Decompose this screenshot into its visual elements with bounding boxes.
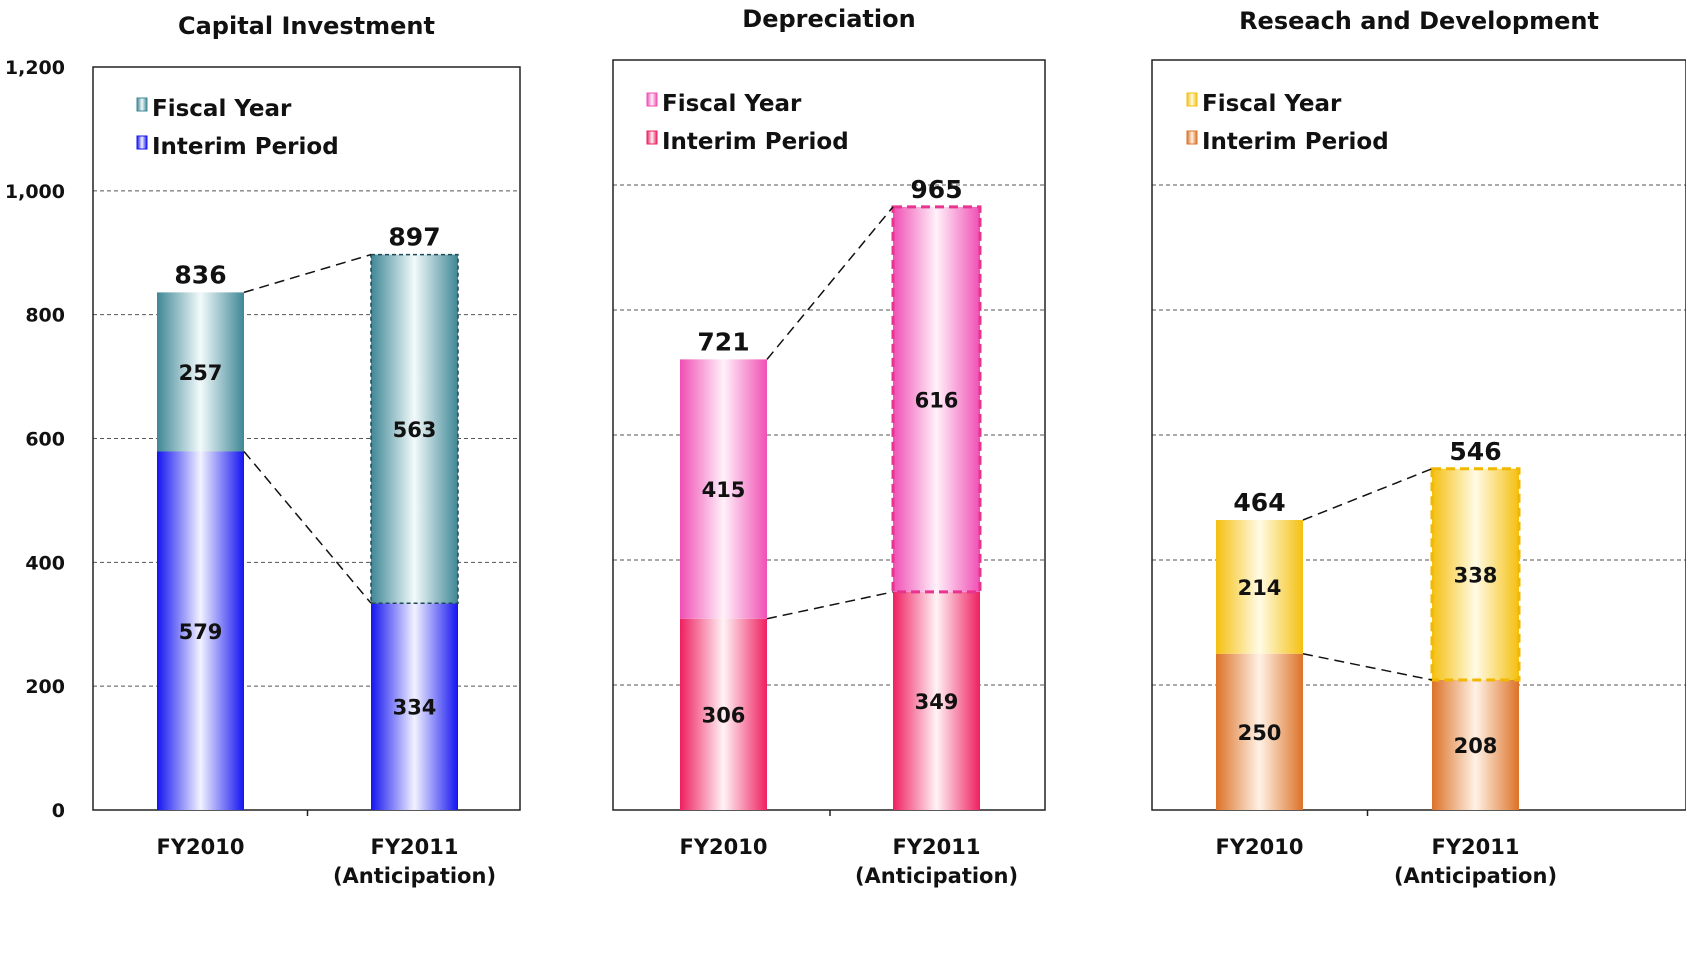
legend-swatch <box>1186 92 1198 107</box>
connector-line-interim <box>766 591 894 620</box>
legend-label: Fiscal Year <box>662 91 802 117</box>
plot-area <box>92 66 521 811</box>
y-tick-label: 1,000 <box>5 181 65 203</box>
x-tick-sublabel: (Anticipation) <box>1394 864 1557 888</box>
y-tick-label: 200 <box>25 676 65 698</box>
data-label-fiscal-year: 338 <box>1454 563 1498 587</box>
chart-title: Reseach and Development <box>1239 7 1599 35</box>
connector-line-total <box>766 206 894 360</box>
legend-swatch <box>646 92 658 107</box>
y-tick-label: 400 <box>25 552 65 574</box>
legend-label: Interim Period <box>1202 129 1389 155</box>
chart-title: Capital Investment <box>178 12 435 40</box>
x-tick-sublabel: (Anticipation) <box>333 864 496 888</box>
x-tick-label: FY2010 <box>680 835 768 859</box>
x-tick-sublabel: (Anticipation) <box>855 864 1018 888</box>
x-tick-label: FY2010 <box>157 835 245 859</box>
x-tick-label: FY2010 <box>1216 835 1304 859</box>
bar-interim <box>680 618 767 810</box>
y-tick-label: 600 <box>25 429 65 451</box>
legend-label: Fiscal Year <box>1202 91 1342 117</box>
x-tick-label: FY2011 <box>893 835 981 859</box>
data-label-interim: 579 <box>179 620 223 644</box>
bar-fiscal-year <box>157 292 244 452</box>
bar-interim <box>893 591 980 810</box>
data-label-interim: 306 <box>702 703 746 727</box>
plot-area <box>612 59 1046 811</box>
chart-1: Capital Investment 0 200 400 600 800 1,000 1,20… <box>5 12 521 888</box>
data-label-interim: 208 <box>1454 734 1498 758</box>
bar-fiscal-year <box>1430 467 1521 682</box>
data-label-total: 464 <box>1233 488 1285 517</box>
data-label-interim: 334 <box>393 696 437 720</box>
legend-swatch <box>1186 130 1198 145</box>
bar-fiscal-year <box>680 359 767 619</box>
connector-line-total <box>1302 468 1433 521</box>
bar-interim <box>157 451 244 810</box>
plot-area <box>1151 59 1686 811</box>
data-label-fiscal-year: 214 <box>1238 576 1282 600</box>
connector-line-interim <box>1302 653 1433 681</box>
legend-label: Interim Period <box>662 129 849 155</box>
data-label-interim: 250 <box>1238 721 1282 745</box>
y-tick-label: 0 <box>52 800 65 822</box>
bar-interim <box>371 603 458 810</box>
chart-2: Depreciation 306 415 721 FY2010 349 616 965 FY20… <box>612 5 1046 888</box>
y-tick-label: 800 <box>25 305 65 327</box>
data-label-interim: 349 <box>915 690 959 714</box>
bar-fiscal-year <box>1216 520 1303 654</box>
bar-interim <box>1432 680 1519 810</box>
data-label-fiscal-year: 415 <box>702 478 746 502</box>
data-label-total: 836 <box>174 260 226 289</box>
bar-fiscal-year <box>370 253 459 604</box>
connector-line-interim <box>243 451 372 604</box>
data-label-fiscal-year: 563 <box>393 418 437 442</box>
data-label-total: 965 <box>910 175 962 204</box>
bar-interim <box>1216 653 1303 810</box>
chart-3: Reseach and Development 250 214 464 FY2010 20… <box>1151 7 1686 888</box>
chart-title: Depreciation <box>742 5 915 33</box>
x-tick-label: FY2011 <box>1432 835 1520 859</box>
data-label-total: 897 <box>388 223 440 252</box>
x-tick-label: FY2011 <box>371 835 459 859</box>
data-label-fiscal-year: 257 <box>179 361 223 385</box>
data-label-total: 546 <box>1449 437 1501 466</box>
legend-swatch <box>646 130 658 145</box>
data-label-total: 721 <box>697 327 749 356</box>
bar-fiscal-year <box>891 205 982 594</box>
legend-swatch <box>136 135 148 150</box>
legend-label: Interim Period <box>152 134 339 160</box>
legend-swatch <box>136 97 148 112</box>
data-label-fiscal-year: 616 <box>915 388 959 412</box>
legend-label: Fiscal Year <box>152 96 292 122</box>
y-tick-label: 1,200 <box>5 57 65 79</box>
connector-line-total <box>243 253 372 294</box>
